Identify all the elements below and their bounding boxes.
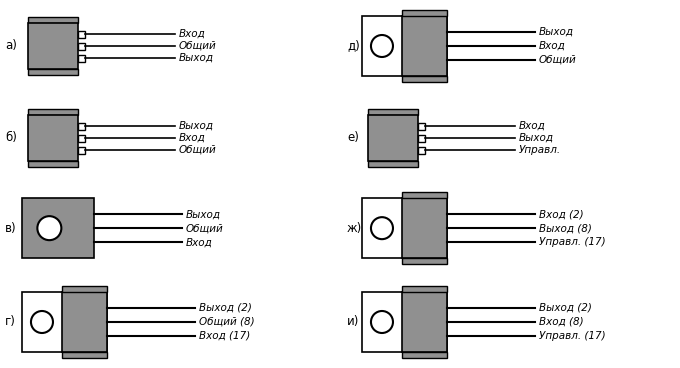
Bar — [62, 292, 107, 352]
Text: Вход (17): Вход (17) — [199, 331, 250, 341]
Text: Вход (8): Вход (8) — [539, 317, 583, 327]
Text: Вход: Вход — [539, 41, 566, 51]
Text: г): г) — [5, 315, 16, 329]
Text: Выход: Выход — [179, 53, 214, 63]
Text: Управл. (17): Управл. (17) — [539, 237, 606, 247]
Bar — [62, 286, 107, 292]
Bar — [78, 123, 85, 130]
Bar — [402, 192, 447, 198]
Text: Выход (2): Выход (2) — [539, 303, 592, 313]
Text: Вход: Вход — [519, 121, 546, 131]
Bar — [78, 54, 85, 61]
Bar — [402, 76, 447, 82]
Text: а): а) — [5, 39, 17, 53]
Text: Вход (2): Вход (2) — [539, 209, 583, 219]
Bar — [402, 258, 447, 264]
Bar — [28, 23, 78, 69]
Bar — [418, 134, 425, 142]
Circle shape — [371, 35, 393, 57]
Text: е): е) — [347, 131, 359, 145]
Bar — [22, 292, 107, 352]
Text: и): и) — [347, 315, 359, 329]
Bar — [368, 109, 418, 115]
Text: Управл.: Управл. — [519, 145, 561, 155]
Bar — [22, 198, 94, 258]
Text: Общий (8): Общий (8) — [199, 317, 254, 327]
Text: Выход: Выход — [179, 121, 214, 131]
Circle shape — [371, 311, 393, 333]
Circle shape — [37, 216, 61, 240]
Text: Общий: Общий — [179, 41, 217, 51]
Text: д): д) — [347, 39, 360, 53]
Text: Выход: Выход — [519, 133, 554, 143]
Bar — [368, 161, 418, 167]
Bar — [28, 115, 78, 161]
Bar — [402, 10, 447, 16]
Text: Общий: Общий — [539, 55, 577, 65]
Bar — [402, 16, 447, 76]
Text: Вход: Вход — [186, 237, 213, 247]
Bar — [78, 134, 85, 142]
Bar — [418, 123, 425, 130]
Bar — [28, 161, 78, 167]
Bar — [28, 109, 78, 115]
Bar — [362, 292, 447, 352]
Text: Выход: Выход — [186, 209, 221, 219]
Text: б): б) — [5, 131, 17, 145]
Bar — [362, 198, 447, 258]
Bar — [418, 146, 425, 153]
Text: Выход (8): Выход (8) — [539, 223, 592, 233]
Text: Выход (2): Выход (2) — [199, 303, 252, 313]
Circle shape — [371, 217, 393, 239]
Bar — [78, 146, 85, 153]
Bar — [402, 352, 447, 358]
Bar — [402, 292, 447, 352]
Text: ж): ж) — [347, 222, 362, 235]
Bar — [362, 16, 447, 76]
Bar — [28, 17, 78, 23]
Text: Общий: Общий — [186, 223, 224, 233]
Bar — [402, 198, 447, 258]
Text: Вход: Вход — [179, 133, 206, 143]
Bar — [62, 352, 107, 358]
Bar — [28, 69, 78, 75]
Text: Вход: Вход — [179, 29, 206, 39]
Text: в): в) — [5, 222, 16, 235]
Text: Общий: Общий — [179, 145, 217, 155]
Bar — [402, 286, 447, 292]
Bar — [368, 115, 418, 161]
Circle shape — [31, 311, 53, 333]
Text: Управл. (17): Управл. (17) — [539, 331, 606, 341]
Text: Выход: Выход — [539, 27, 574, 37]
Bar — [78, 31, 85, 38]
Bar — [78, 42, 85, 50]
